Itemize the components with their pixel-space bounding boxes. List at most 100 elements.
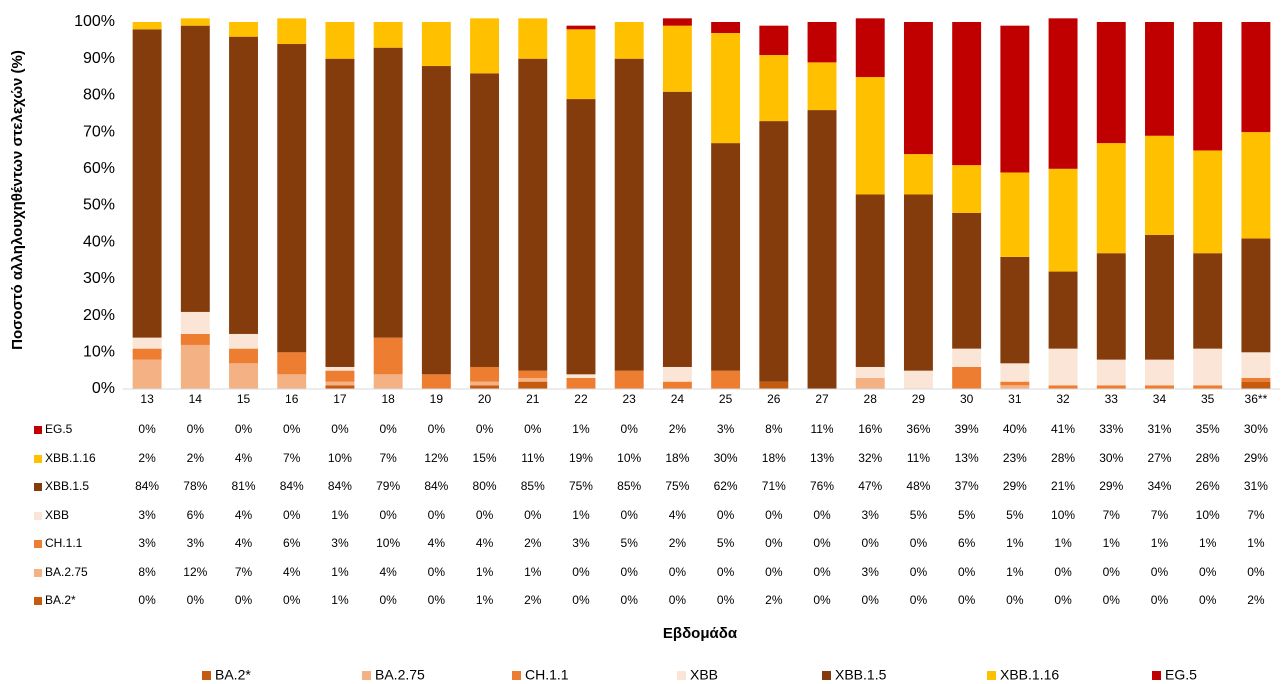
table-row-label: XBB — [45, 508, 69, 522]
legend-label: CH.1.1 — [525, 667, 569, 683]
legend-label: BA.2.75 — [375, 667, 425, 683]
table-value: 0% — [813, 565, 831, 579]
bar-segment — [759, 55, 789, 122]
x-tick-label: 13 — [140, 392, 154, 406]
bar-segment — [470, 385, 500, 389]
table-value: 0% — [910, 536, 928, 550]
table-value: 13% — [955, 451, 979, 465]
x-tick-label: 28 — [864, 392, 878, 406]
table-value: 30% — [1099, 451, 1123, 465]
bar-segment — [662, 381, 692, 389]
bar-segment — [229, 348, 258, 364]
bar-segment — [373, 47, 403, 338]
table-value: 30% — [714, 451, 738, 465]
bar-segment — [662, 366, 692, 382]
table-value: 0% — [187, 422, 205, 436]
bar-segment — [132, 359, 162, 389]
bar-segment — [566, 374, 596, 378]
table-row-label: EG.5 — [45, 422, 73, 436]
table-value: 36% — [906, 422, 930, 436]
table-value: 0% — [138, 422, 156, 436]
table-value: 19% — [569, 451, 593, 465]
table-value: 0% — [621, 565, 639, 579]
table-value: 79% — [376, 479, 400, 493]
bar-segment — [1241, 22, 1271, 133]
bar-segment — [1096, 385, 1126, 389]
table-value: 15% — [473, 451, 497, 465]
table-value: 10% — [376, 536, 400, 550]
x-tick-label: 16 — [285, 392, 299, 406]
table-value: 0% — [813, 536, 831, 550]
table-value: 4% — [235, 451, 253, 465]
bar-segment — [759, 381, 789, 389]
y-tick-label: 60% — [83, 160, 115, 177]
bar-segment — [855, 366, 885, 378]
table-value: 0% — [910, 565, 928, 579]
table-value: 0% — [669, 565, 687, 579]
table-value: 0% — [862, 536, 880, 550]
legend-key — [1152, 671, 1161, 680]
table-value: 3% — [862, 508, 880, 522]
table-value: 84% — [424, 479, 448, 493]
table-value: 40% — [1003, 422, 1027, 436]
bar-segment — [566, 377, 596, 389]
bar-segment — [855, 194, 885, 367]
table-row-label: XBB.1.5 — [45, 479, 89, 493]
bar-segment — [277, 18, 307, 45]
table-value: 35% — [1196, 422, 1220, 436]
bar-segment — [614, 22, 644, 59]
bar-segment — [1000, 381, 1030, 386]
bar-segment — [952, 165, 982, 213]
table-value: 0% — [765, 565, 783, 579]
table-value: 28% — [1051, 451, 1075, 465]
legend-key — [987, 671, 996, 680]
table-value: 0% — [862, 593, 880, 607]
bar-segment — [1048, 348, 1078, 386]
bar-segment — [1000, 256, 1030, 364]
table-value: 0% — [1054, 593, 1072, 607]
y-tick-label: 10% — [83, 344, 115, 361]
bar-segment — [662, 25, 692, 92]
bar-segment — [421, 374, 451, 389]
table-value: 18% — [665, 451, 689, 465]
table-value: 0% — [717, 508, 735, 522]
table-value: 75% — [569, 479, 593, 493]
table-value: 0% — [1199, 593, 1217, 607]
table-value: 0% — [958, 565, 976, 579]
table-value: 1% — [524, 565, 542, 579]
table-value: 2% — [524, 593, 542, 607]
table-value: 0% — [524, 422, 542, 436]
bar-segment — [807, 110, 837, 389]
table-value: 0% — [428, 593, 446, 607]
table-value: 1% — [331, 565, 349, 579]
bar-segment — [1096, 253, 1126, 360]
x-tick-label: 15 — [237, 392, 251, 406]
table-value: 16% — [858, 422, 882, 436]
bar-segment — [566, 25, 596, 30]
bar-segment — [1145, 234, 1174, 360]
table-value: 7% — [283, 451, 301, 465]
table-value: 0% — [717, 593, 735, 607]
table-value: 1% — [1151, 536, 1169, 550]
table-value: 0% — [1151, 565, 1169, 579]
table-value: 7% — [235, 565, 253, 579]
table-value: 78% — [183, 479, 207, 493]
table-value: 1% — [476, 593, 494, 607]
table-value: 3% — [572, 536, 590, 550]
table-row-label: CH.1.1 — [45, 536, 83, 550]
bar-segment — [1145, 135, 1174, 235]
bar-segment — [614, 370, 644, 389]
bar-segment — [132, 337, 162, 349]
bar-segment — [807, 22, 837, 63]
table-value: 0% — [621, 508, 639, 522]
table-value: 0% — [717, 565, 735, 579]
table-value: 10% — [328, 451, 352, 465]
table-value: 4% — [379, 565, 397, 579]
table-value: 80% — [473, 479, 497, 493]
bar-segment — [180, 18, 210, 26]
bar-segment — [1048, 168, 1078, 272]
table-value: 62% — [714, 479, 738, 493]
bar-segment — [662, 18, 692, 26]
table-value: 29% — [1099, 479, 1123, 493]
x-tick-label: 35 — [1201, 392, 1215, 406]
